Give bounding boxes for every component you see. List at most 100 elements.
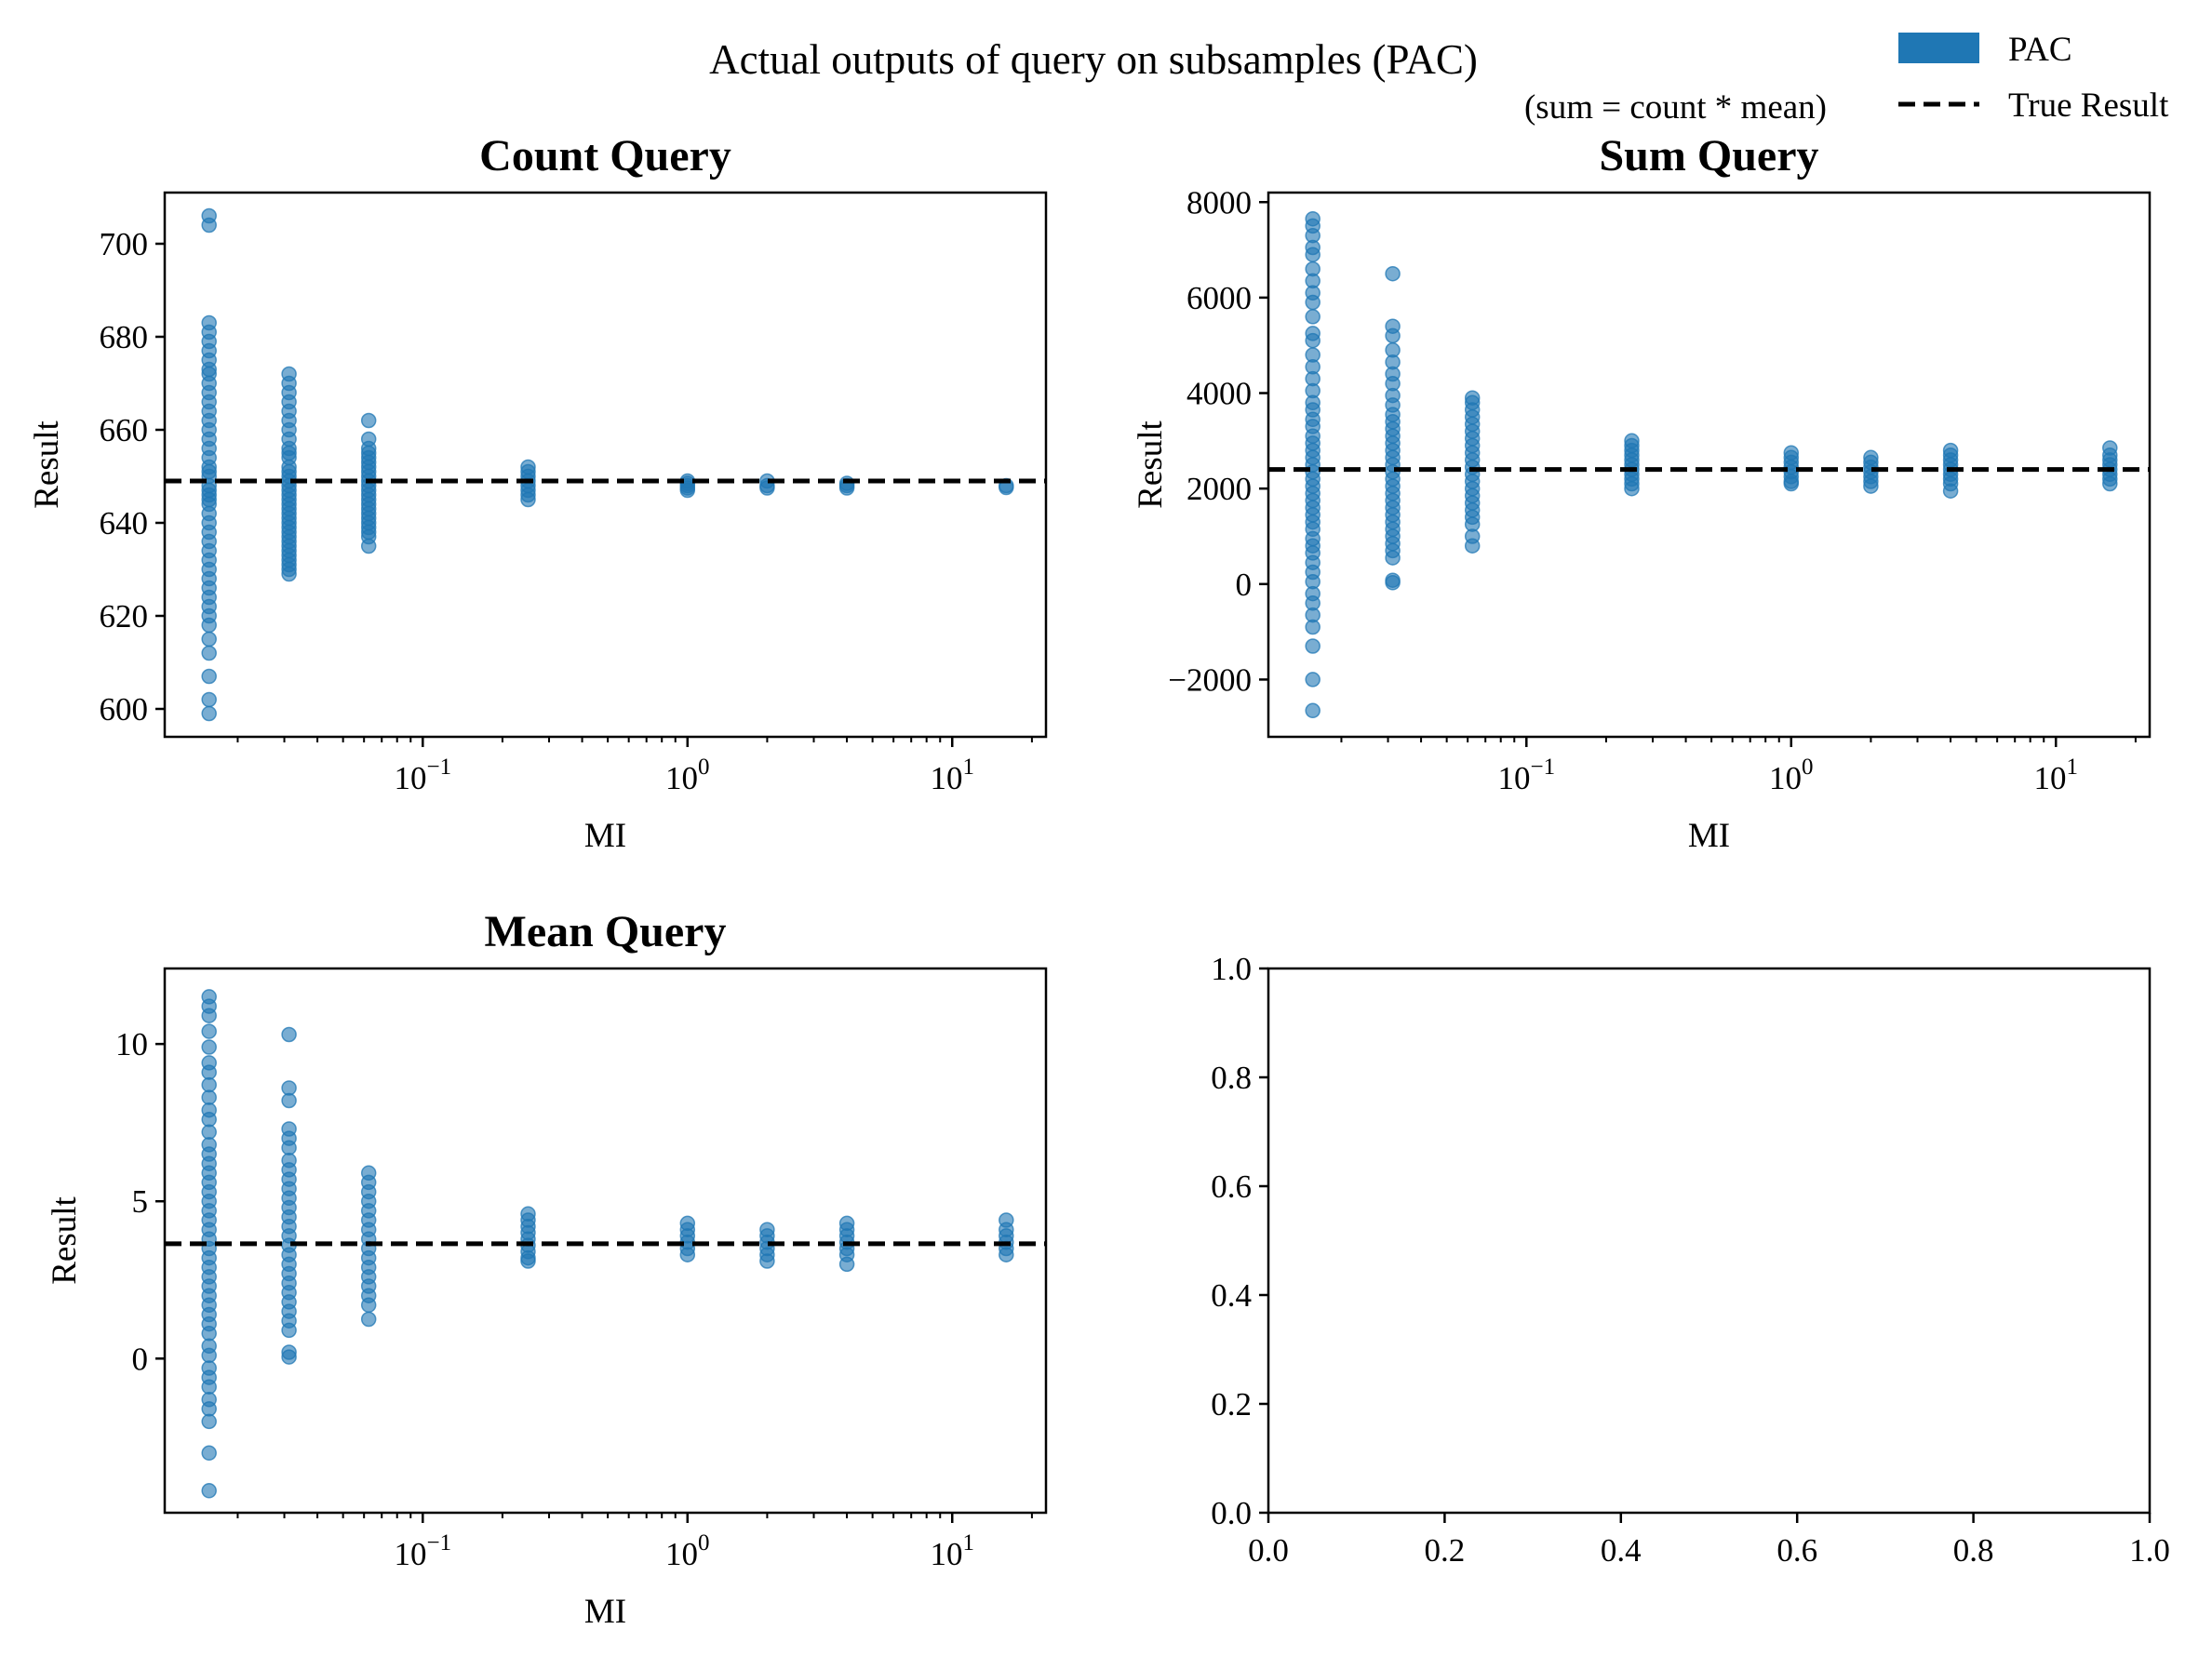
- legend-pac-swatch: [1898, 33, 1979, 63]
- data-point: [679, 482, 696, 499]
- data-point: [281, 1092, 297, 1109]
- axes-frame: [163, 967, 1048, 1515]
- y-tick-label: 5: [132, 1183, 149, 1220]
- data-point: [1305, 332, 1320, 349]
- y-tick-label: 2000: [1186, 471, 1252, 507]
- data-point: [201, 1347, 217, 1364]
- data-point: [281, 1140, 297, 1155]
- x-tick-label: 101: [931, 1530, 975, 1572]
- data-point: [1385, 575, 1401, 591]
- x-tick-label: 10−1: [1497, 755, 1555, 796]
- y-tick-label: −2000: [1168, 661, 1252, 698]
- y-axis-label: Result: [1132, 421, 1170, 509]
- legend-pac-label: PAC: [2008, 31, 2072, 69]
- data-point: [520, 1253, 536, 1269]
- axes-frame: [1267, 191, 2152, 739]
- legend-true-result-label: True Result: [2008, 87, 2169, 125]
- panel-empty: 0.0 0.2 0.4 0.6 0.8 1.0 0.0 0.2 0.4 0.6 0.8 1.0: [1211, 951, 2170, 1569]
- y-tick-label: 620: [100, 598, 149, 634]
- y-tick-label: 0: [1236, 567, 1253, 603]
- x-tick-label: 0.6: [1776, 1532, 1817, 1569]
- data-point: [1624, 480, 1640, 497]
- data-point: [360, 1311, 377, 1328]
- data-point: [1385, 327, 1401, 344]
- y-tick-label: 1.0: [1211, 951, 1252, 987]
- y-tick-label: 0: [132, 1341, 149, 1377]
- x-tick-label: 0.8: [1953, 1532, 1994, 1569]
- axes-frame: [1267, 967, 2152, 1515]
- panel-title: Mean Query: [485, 907, 727, 956]
- x-tick-label: 100: [665, 755, 710, 796]
- data-point: [201, 631, 217, 648]
- data-point: [201, 645, 217, 661]
- y-axis-label: Result: [46, 1196, 84, 1285]
- axes-frame: [163, 191, 1048, 739]
- data-point: [201, 1089, 217, 1105]
- panel-sum-query: −2000 0 2000 4000 6000 8000 10−1 100 101 Sum Quer…: [1132, 131, 2152, 855]
- x-axis-label: MI: [584, 817, 626, 855]
- data-point: [201, 691, 217, 708]
- data-point: [838, 1256, 855, 1273]
- data-point: [360, 538, 377, 554]
- data-point: [201, 1023, 217, 1039]
- data-point: [679, 1247, 696, 1262]
- data-point: [1783, 475, 1800, 492]
- y-tick-label: 700: [100, 226, 149, 262]
- y-tick-label: 10: [115, 1026, 148, 1062]
- suptitle-note: (sum = count * mean): [1524, 88, 1827, 127]
- data-point: [1305, 638, 1320, 654]
- data-point: [201, 668, 217, 685]
- data-point: [1305, 672, 1320, 688]
- data-point: [281, 566, 297, 582]
- data-point: [1385, 550, 1401, 566]
- data-point: [201, 1445, 217, 1462]
- data-point: [201, 1483, 217, 1499]
- x-tick-label: 1.0: [2129, 1532, 2170, 1569]
- data-point: [1305, 619, 1320, 635]
- data-point: [1385, 265, 1401, 282]
- data-point: [201, 705, 217, 722]
- data-point: [2102, 475, 2118, 492]
- data-point: [1305, 294, 1320, 311]
- x-tick-label: 100: [1769, 755, 1814, 796]
- data-point: [1464, 538, 1481, 554]
- panel-title: Count Query: [479, 131, 731, 180]
- data-point: [201, 1413, 217, 1430]
- x-tick-label: 10−1: [394, 1530, 451, 1572]
- y-axis-label: Result: [28, 421, 66, 509]
- data-point: [201, 1379, 217, 1395]
- data-point: [1863, 478, 1879, 494]
- x-tick-label: 100: [665, 1530, 710, 1572]
- x-tick-label: 101: [2034, 755, 2079, 796]
- data-point: [201, 217, 217, 234]
- y-tick-label: 0.4: [1211, 1277, 1252, 1314]
- data-point: [1305, 247, 1320, 262]
- legend: PAC True Result: [1898, 31, 2169, 125]
- y-tick-label: 640: [100, 505, 149, 541]
- x-tick-label: 101: [931, 755, 975, 796]
- y-tick-label: 0.6: [1211, 1169, 1252, 1205]
- x-tick-label: 0.0: [1248, 1532, 1289, 1569]
- x-tick-label: 10−1: [394, 755, 451, 796]
- data-point: [201, 1039, 217, 1055]
- data-point: [360, 412, 377, 429]
- y-tick-label: 600: [100, 691, 149, 728]
- y-tick-label: 660: [100, 412, 149, 448]
- data-point: [281, 1026, 297, 1043]
- data-point: [281, 1322, 297, 1339]
- x-tick-label: 0.2: [1425, 1532, 1466, 1569]
- data-point: [520, 491, 536, 508]
- y-tick-label: 6000: [1186, 280, 1252, 316]
- data-point: [360, 1297, 377, 1314]
- y-tick-label: 0.8: [1211, 1060, 1252, 1096]
- data-point: [759, 1253, 775, 1269]
- x-axis-label: MI: [584, 1593, 626, 1631]
- data-point: [201, 1124, 217, 1141]
- data-point: [759, 480, 775, 496]
- panel-count-query: 600 620 640 660 680 700 10−1 100 101 Count Query M…: [28, 131, 1048, 855]
- y-tick-label: 0.2: [1211, 1386, 1252, 1422]
- y-tick-label: 4000: [1186, 376, 1252, 412]
- x-axis-label: MI: [1688, 817, 1730, 855]
- y-tick-label: 8000: [1186, 184, 1252, 220]
- data-point: [201, 1008, 217, 1023]
